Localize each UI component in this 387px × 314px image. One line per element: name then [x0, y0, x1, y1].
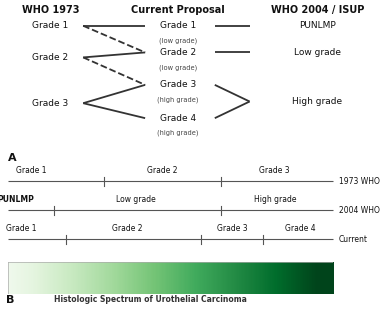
Text: Grade 3: Grade 3 [160, 80, 196, 89]
Text: High grade: High grade [292, 97, 342, 106]
Text: (low grade): (low grade) [159, 37, 197, 44]
Text: Grade 4: Grade 4 [284, 224, 315, 233]
Text: WHO 1973: WHO 1973 [22, 5, 79, 15]
Text: (high grade): (high grade) [157, 96, 199, 103]
Text: Grade 3: Grade 3 [32, 99, 68, 108]
Text: PUNLMP: PUNLMP [0, 195, 34, 204]
Text: High grade: High grade [253, 195, 296, 204]
Text: WHO 2004 / ISUP: WHO 2004 / ISUP [271, 5, 364, 15]
Text: Grade 4: Grade 4 [160, 114, 196, 123]
Text: (high grade): (high grade) [157, 130, 199, 136]
Text: 1973 WHO: 1973 WHO [339, 177, 380, 186]
Text: Current Proposal: Current Proposal [131, 5, 225, 15]
Text: Grade 2: Grade 2 [32, 53, 68, 62]
Text: (low grade): (low grade) [159, 64, 197, 71]
Text: Grade 1: Grade 1 [6, 224, 36, 233]
Text: Low grade: Low grade [294, 48, 341, 57]
Text: B: B [6, 295, 14, 305]
Text: Low grade: Low grade [116, 195, 155, 204]
Text: Grade 2: Grade 2 [113, 224, 143, 233]
Text: PUNLMP: PUNLMP [299, 21, 336, 30]
Text: Grade 1: Grade 1 [16, 166, 46, 175]
Text: Grade 3: Grade 3 [217, 224, 248, 233]
Text: Grade 2: Grade 2 [160, 48, 196, 57]
Text: Grade 2: Grade 2 [147, 166, 178, 175]
Text: A: A [8, 153, 16, 163]
Text: Grade 1: Grade 1 [160, 21, 196, 30]
Text: 2004 WHO: 2004 WHO [339, 206, 380, 215]
Text: Current: Current [339, 235, 368, 244]
Text: Grade 3: Grade 3 [259, 166, 290, 175]
Text: Grade 1: Grade 1 [32, 21, 68, 30]
Text: Histologic Spectrum of Urothelial Carcinoma: Histologic Spectrum of Urothelial Carcin… [54, 295, 247, 304]
